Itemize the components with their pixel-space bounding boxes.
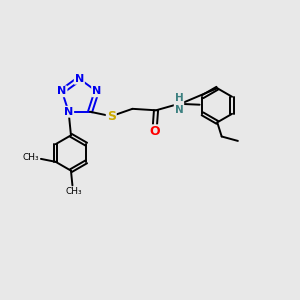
Text: CH₃: CH₃ <box>23 154 40 163</box>
Text: CH₃: CH₃ <box>65 187 82 196</box>
Text: N: N <box>57 86 67 96</box>
Text: O: O <box>149 125 160 138</box>
Text: N: N <box>64 107 73 117</box>
Text: H
N: H N <box>175 93 183 115</box>
Text: N: N <box>92 86 101 96</box>
Text: N: N <box>75 74 84 84</box>
Text: S: S <box>107 110 116 123</box>
